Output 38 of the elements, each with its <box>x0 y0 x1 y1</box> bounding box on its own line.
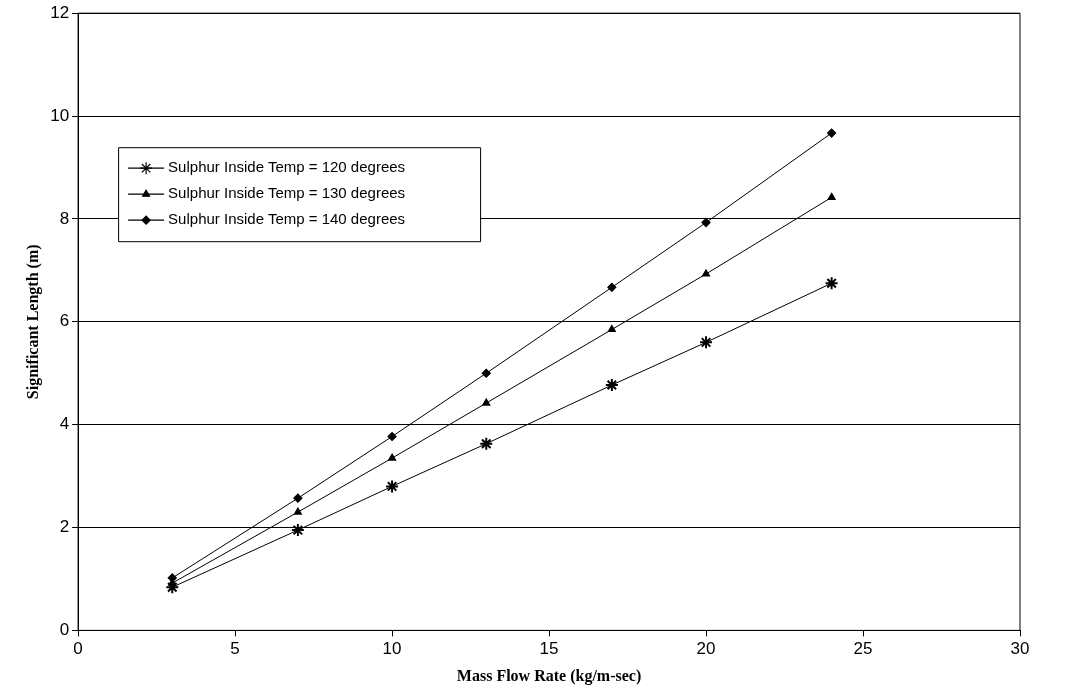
x-tick-label: 5 <box>230 639 240 659</box>
point <box>481 368 491 378</box>
point <box>165 580 180 595</box>
point <box>290 523 305 538</box>
point <box>293 493 303 503</box>
point <box>385 479 400 494</box>
legend-label: Sulphur Inside Temp = 120 degrees <box>168 158 406 176</box>
point <box>701 217 711 228</box>
point <box>482 398 491 406</box>
point <box>607 324 616 333</box>
y-tick-label: 2 <box>59 517 70 537</box>
point <box>699 335 714 350</box>
legend-label: Sulphur Inside Temp = 130 degrees <box>168 184 406 202</box>
x-tick-label: 10 <box>382 639 402 659</box>
y-tick-label: 0 <box>59 620 70 640</box>
y-tick-label: 4 <box>59 414 70 434</box>
point <box>293 507 302 515</box>
point <box>388 453 397 461</box>
x-tick-label: 15 <box>539 639 559 659</box>
x-axis-title: Mass Flow Rate (kg/m-sec) <box>456 666 642 685</box>
x-tick-label: 0 <box>73 639 83 659</box>
point <box>827 128 837 138</box>
point <box>827 192 836 200</box>
x-tick-label: 20 <box>696 639 716 659</box>
legend-label: Sulphur Inside Temp = 140 degrees <box>168 210 406 228</box>
point <box>479 436 494 451</box>
point <box>387 431 397 442</box>
y-axis-title: Significant Length (m) <box>23 244 42 400</box>
point <box>701 269 711 277</box>
y-tick-label: 6 <box>59 311 70 331</box>
point <box>607 282 617 292</box>
y-tick-label: 12 <box>50 2 70 22</box>
x-tick-label: 25 <box>853 639 873 659</box>
point <box>604 378 619 393</box>
y-tick-label: 8 <box>59 208 70 228</box>
x-tick-label: 30 <box>1010 639 1030 659</box>
point <box>824 276 839 291</box>
y-tick-label: 10 <box>50 105 70 125</box>
